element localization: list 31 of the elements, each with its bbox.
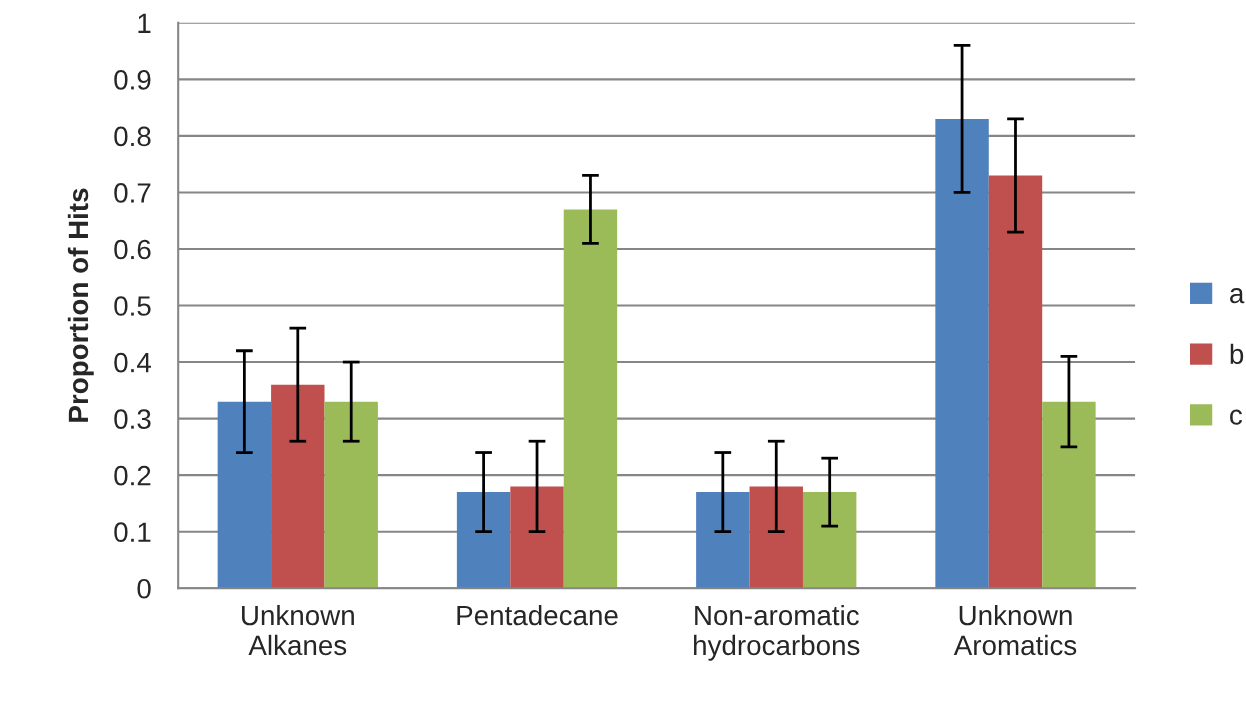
bar: [935, 118, 989, 589]
x-tick-label: Pentadecane: [457, 604, 618, 626]
y-tick-label: 0.3: [114, 409, 151, 429]
bar: [456, 492, 511, 589]
y-tick-label: 0.7: [114, 183, 151, 203]
bar: [988, 175, 1043, 589]
bar: [749, 486, 803, 589]
bar: [510, 486, 564, 589]
legend-label: a: [1230, 288, 1245, 304]
y-axis-title: Proportion of Hits: [67, 188, 94, 422]
bar: [802, 492, 857, 589]
legend-label: b: [1230, 343, 1244, 365]
y-tick-label: 0.1: [114, 522, 151, 543]
x-tick-label: Unknown Aromatics: [953, 604, 1077, 656]
x-tick-label: Unknown Alkanes: [242, 604, 354, 656]
bar: [696, 492, 750, 589]
y-tick-label: 0.9: [114, 70, 151, 90]
bar: [271, 384, 325, 589]
bar: [217, 401, 272, 589]
bar: [324, 401, 378, 589]
y-tick-label: 0.4: [114, 352, 151, 373]
y-tick-label: 0.8: [114, 126, 151, 147]
bar: [563, 209, 618, 589]
y-tick-label: 0.6: [114, 239, 151, 260]
y-tick-label: 0.5: [114, 296, 151, 316]
y-tick-label: 1: [138, 13, 151, 33]
y-tick-label: 0.2: [114, 465, 151, 486]
legend-label: c: [1230, 409, 1243, 425]
bar: [1042, 401, 1096, 589]
x-tick-label: Non-aromatic hydrocarbons: [694, 604, 860, 661]
y-tick-label: 0: [137, 578, 151, 599]
